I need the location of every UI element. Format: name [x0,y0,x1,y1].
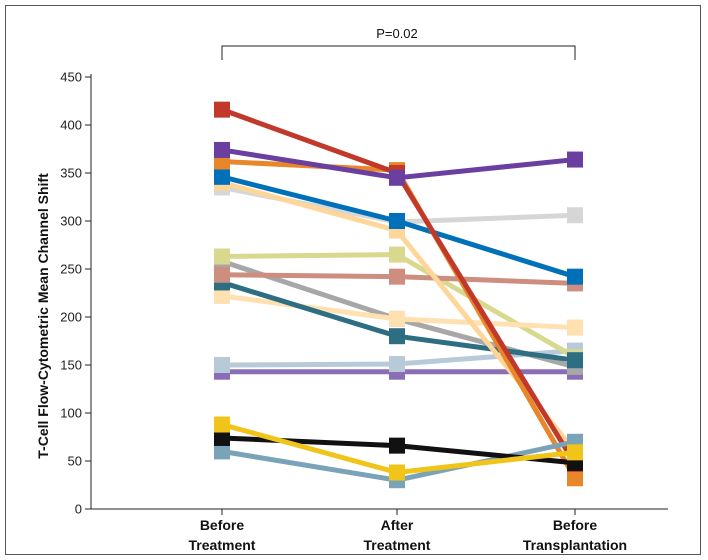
data-point [567,268,583,285]
y-tick-label: 450 [60,70,82,85]
data-point [567,444,583,461]
data-point [389,213,405,229]
data-point [214,168,230,185]
y-tick-label: 400 [60,118,82,133]
data-point [214,266,230,283]
p-value-label: P=0.02 [376,26,418,41]
axes: 0 50 100 150 200 250 300 350 400 450 Before Treatme… [60,70,668,553]
data-point [567,151,583,168]
data-point [214,287,230,304]
series-markers [214,101,583,489]
significance-bracket [221,45,576,60]
data-point [389,268,405,285]
y-tick-label: 50 [68,454,82,469]
data-point [389,169,405,186]
x-tick-label: Before [553,517,598,533]
x-tick-label: Transplantation [523,537,627,553]
data-point [214,443,230,460]
data-point [567,319,583,336]
data-point [389,437,405,454]
y-tick-label: 350 [60,166,82,181]
data-point [214,141,230,158]
y-tick-label: 100 [60,406,82,421]
chart-frame [5,5,701,555]
x-tick-label: Treatment [189,537,256,553]
data-point [214,416,230,433]
data-point [389,328,405,345]
data-point [389,356,405,373]
x-tick-label: Before [200,517,245,533]
data-point [389,246,405,263]
x-tick-label: After [381,517,414,533]
data-point [214,429,230,446]
data-point [214,357,230,373]
y-tick-label: 0 [75,502,82,517]
x-tick-label: Treatment [364,537,431,553]
y-tick-label: 150 [60,358,82,373]
data-point [214,101,230,118]
data-point [389,310,405,327]
data-point [567,207,583,224]
y-tick-label: 300 [60,214,82,229]
data-point [214,248,230,265]
y-tick-label: 200 [60,310,82,325]
significance-annotation: P=0.02 [221,26,576,60]
y-tick-label: 250 [60,262,82,277]
data-point [567,470,583,487]
y-axis-label: T-Cell Flow-Cytometric Mean Channel Shif… [35,173,51,459]
data-point [567,352,583,369]
data-point [389,464,405,481]
